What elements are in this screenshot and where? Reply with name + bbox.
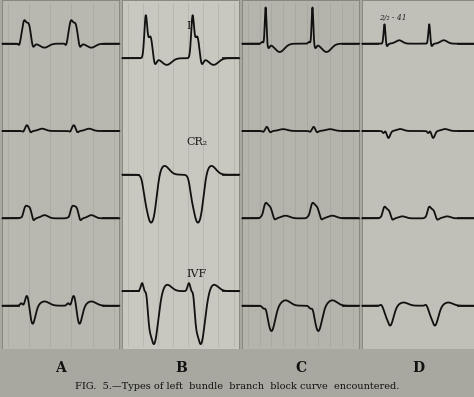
Text: 2/₂ - 41: 2/₂ - 41 — [379, 14, 407, 22]
Bar — [122, 0, 239, 349]
Text: B: B — [175, 361, 187, 375]
Text: FIG.  5.—Types of left  bundle  branch  block curve  encountered.: FIG. 5.—Types of left bundle branch bloc… — [75, 382, 399, 391]
Text: D: D — [412, 361, 424, 375]
Bar — [2, 0, 119, 349]
Text: A: A — [55, 361, 66, 375]
Bar — [362, 0, 474, 349]
Text: C: C — [295, 361, 306, 375]
Text: I: I — [187, 21, 191, 31]
Text: CR₂: CR₂ — [187, 137, 208, 147]
Bar — [242, 0, 359, 349]
Text: IVF: IVF — [187, 269, 207, 279]
